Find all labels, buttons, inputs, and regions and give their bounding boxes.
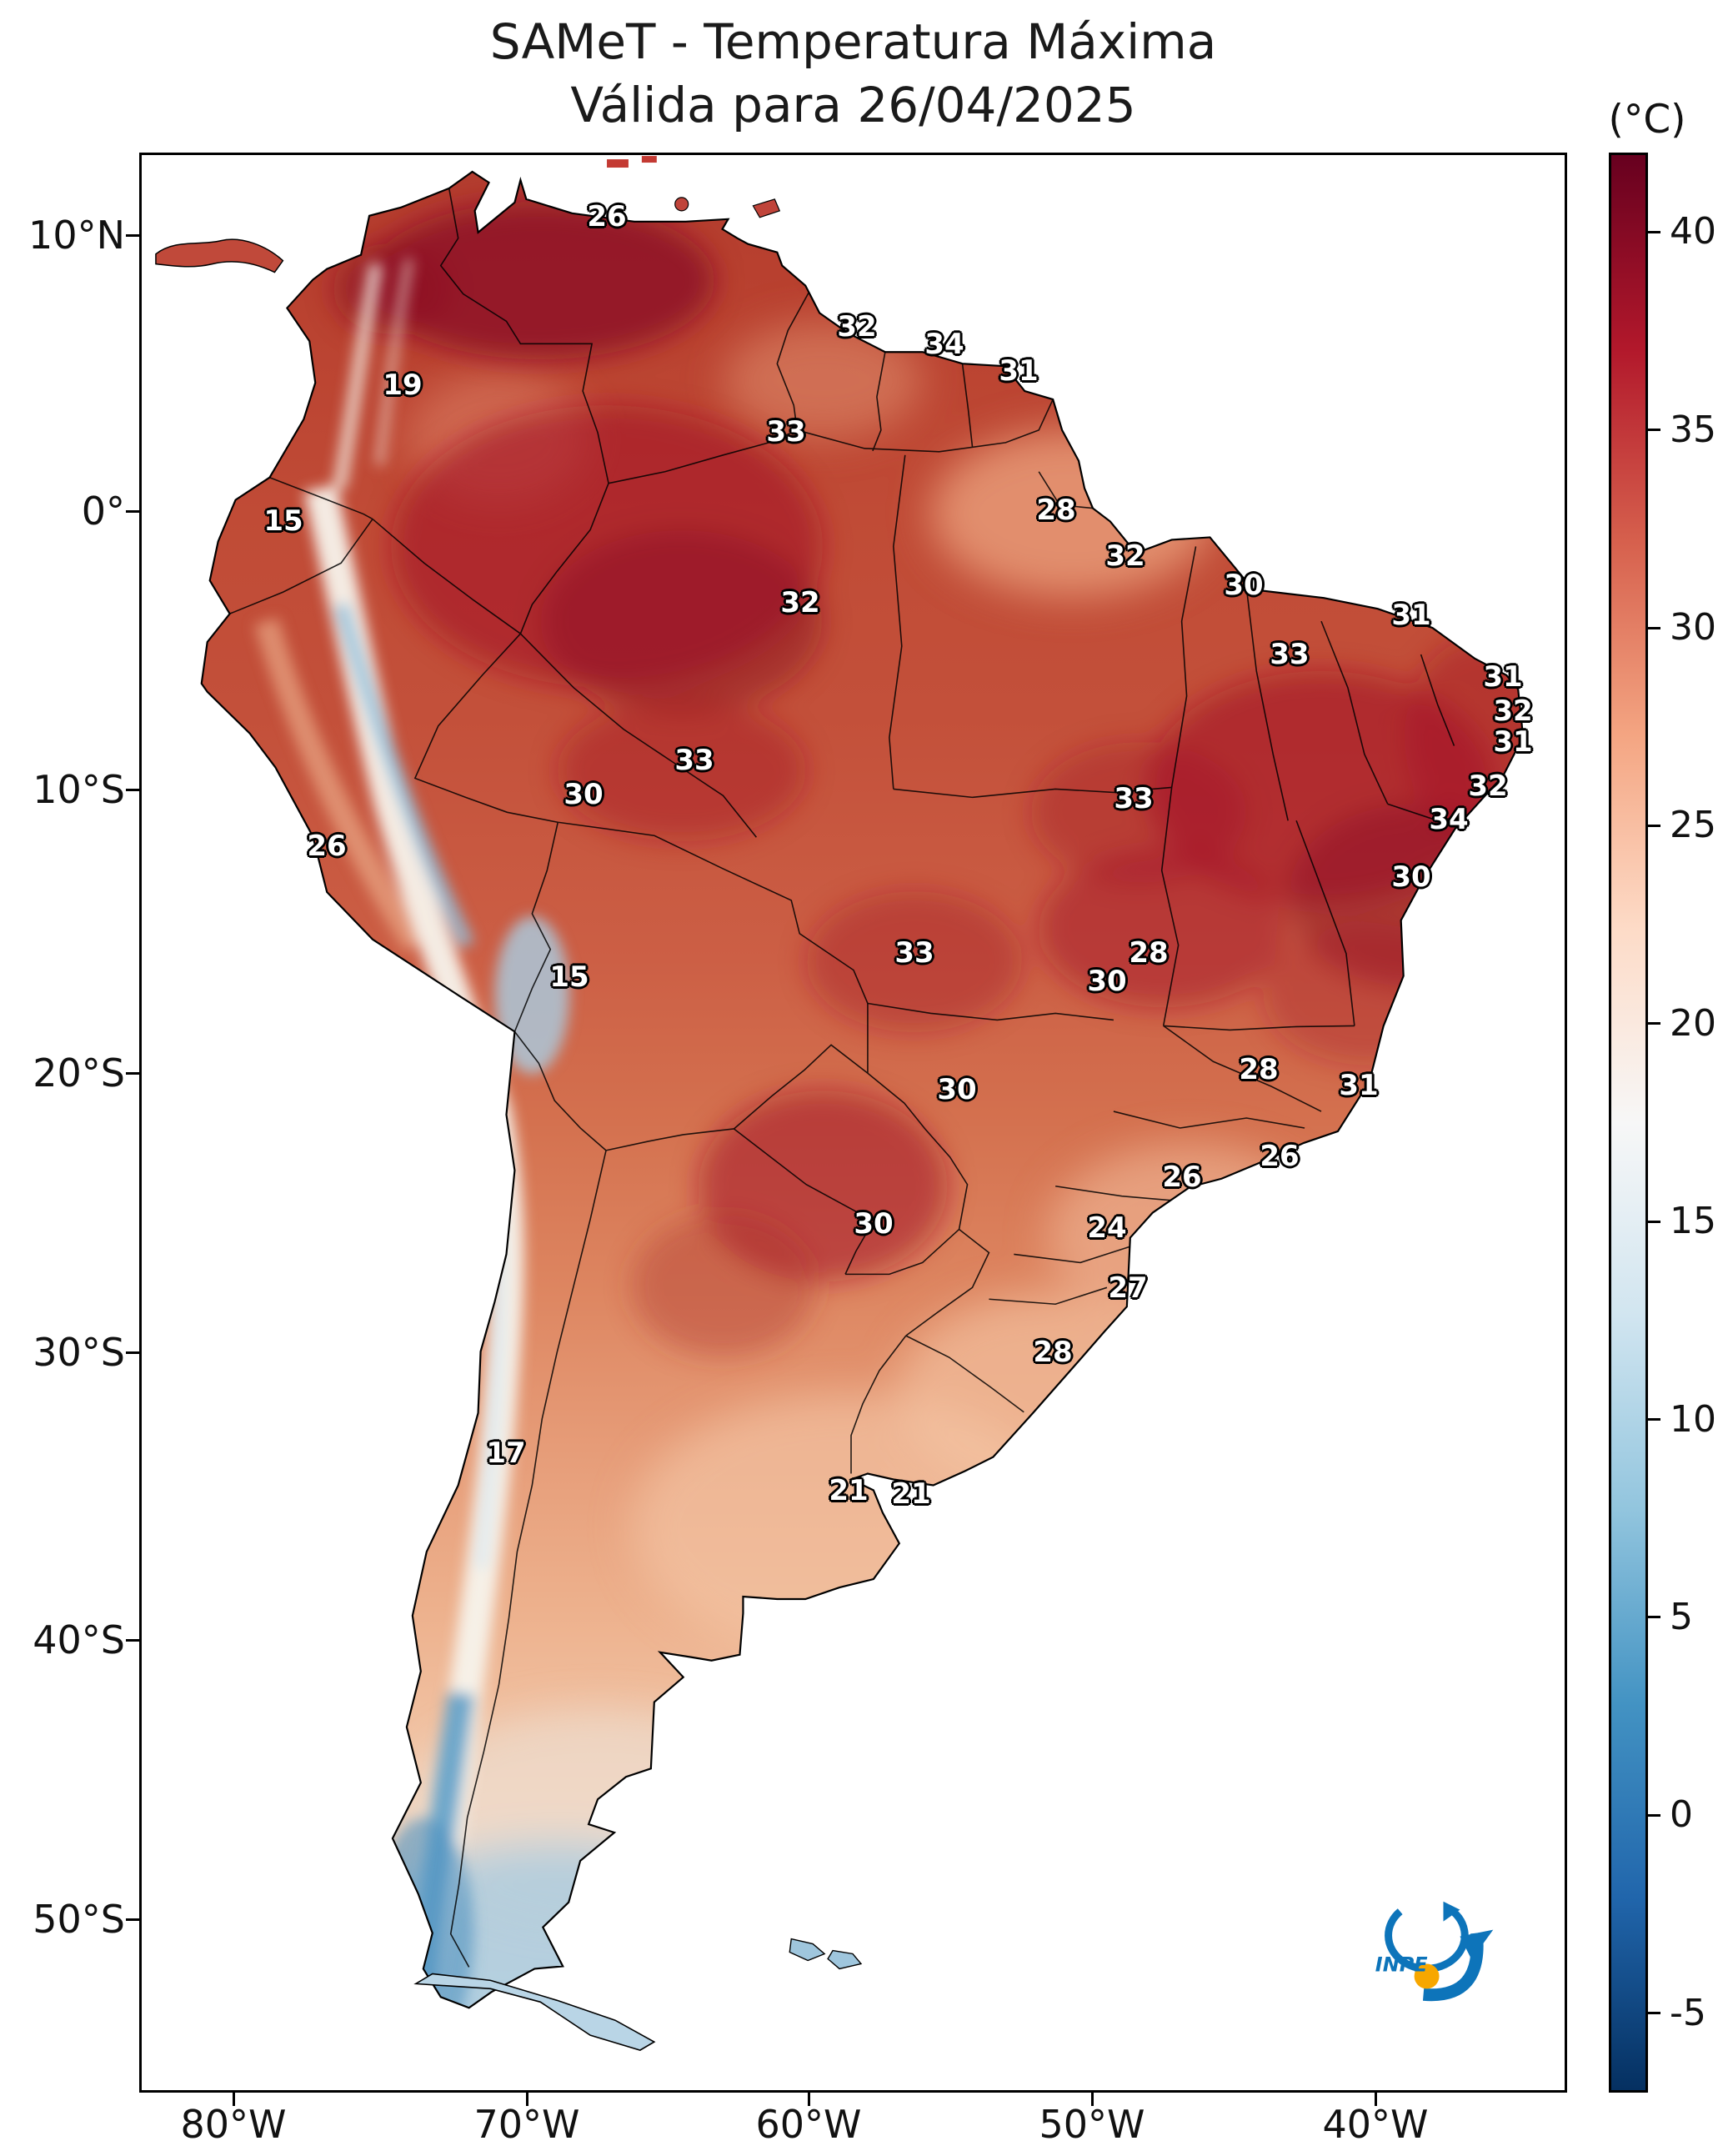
colorbar-tick-label: 35 [1670,408,1716,451]
lat-tick-mark [126,1071,139,1075]
colorbar-tick-mark [1648,1813,1660,1817]
islands [155,156,863,2051]
lat-tick-label: 10°S [33,767,125,812]
colorbar-tick-label: 20 [1670,1001,1716,1045]
south-america-map: INPE [155,156,1525,2051]
colorbar-tick-label: -5 [1670,1991,1706,2034]
inpe-logo: INPE [1375,1901,1494,2002]
lon-tick-mark [1090,2093,1094,2106]
lat-tick-mark [126,509,139,513]
colorbar-tick-label: 10 [1670,1397,1716,1441]
coastline [200,170,1525,2009]
page-subtitle-date: Válida para 26/04/2025 [570,77,1136,133]
lat-tick-mark [126,233,139,237]
colorbar-tick-mark [1648,824,1660,827]
colorbar-tick-label: 30 [1670,606,1716,649]
lon-tick-label: 60°W [755,2102,862,2147]
colorbar-tick-label: 25 [1670,804,1716,847]
colorbar-tick-mark [1648,1220,1660,1223]
colorbar-tick-label: 15 [1670,1200,1716,1243]
lat-tick-label: 30°S [33,1330,125,1375]
lat-tick-label: 20°S [33,1050,125,1096]
lon-tick-label: 80°W [180,2102,287,2147]
colorbar-tick-mark [1648,1616,1660,1619]
inpe-logo-text: INPE [1375,1953,1428,1976]
colorbar-tick-mark [1648,2012,1660,2015]
lon-tick-mark [525,2093,528,2106]
lat-tick-mark [126,1918,139,1921]
lon-tick-mark [232,2093,235,2106]
lat-tick-label: 10°N [28,213,125,258]
colorbar-tick-mark [1648,230,1660,233]
colorbar-tick-mark [1648,1022,1660,1025]
lon-tick-label: 70°W [473,2102,580,2147]
lat-tick-label: 0° [81,489,125,534]
colorbar-tick-mark [1648,1418,1660,1421]
colorbar-tick-label: 5 [1670,1595,1693,1638]
lon-tick-mark [807,2093,810,2106]
lon-tick-mark [1374,2093,1377,2106]
colorbar-tick-mark [1648,429,1660,432]
lon-tick-label: 40°W [1322,2102,1429,2147]
colorbar-tick-mark [1648,626,1660,629]
lon-tick-label: 50°W [1039,2102,1145,2147]
lat-tick-mark [126,788,139,791]
political-borders [229,188,1488,1968]
lat-tick-label: 50°S [33,1897,125,1942]
lat-tick-mark [126,1351,139,1354]
colorbar [1609,153,1648,2093]
colorbar-tick-label: 40 [1670,210,1716,253]
colorbar-gradient [1611,155,1645,2090]
lat-tick-mark [126,1638,139,1642]
map-plot-area: INPE [139,153,1567,2093]
colorbar-unit-label: (°C) [1608,97,1686,143]
colorbar-tick-label: 0 [1670,1793,1693,1837]
lat-tick-label: 40°S [33,1617,125,1662]
page-title: SAMeT - Temperatura Máxima [489,13,1217,70]
